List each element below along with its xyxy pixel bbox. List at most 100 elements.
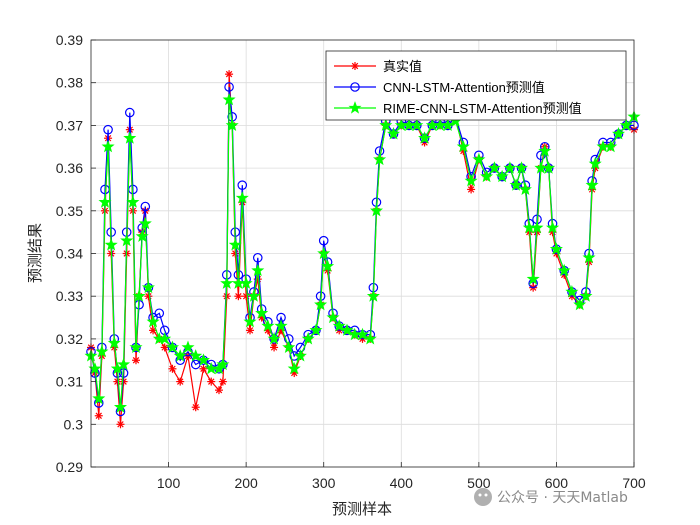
data-point: [503, 161, 517, 174]
data-point: [472, 152, 486, 166]
data-point: [464, 174, 478, 187]
data-point: [124, 107, 135, 118]
wechat-icon-eye-left: [478, 493, 482, 497]
legend-marker: [351, 62, 359, 70]
data-point: [158, 332, 172, 345]
data-point: [366, 289, 380, 302]
data-point: [129, 340, 143, 353]
data-point: [234, 292, 243, 301]
series-3: [84, 92, 641, 413]
data-point: [168, 364, 177, 373]
data-point: [149, 326, 158, 335]
data-point: [176, 377, 185, 386]
x-tick-label: 200: [234, 475, 258, 491]
data-point: [173, 349, 187, 362]
y-tick-label: 0.31: [56, 374, 83, 390]
data-point: [545, 221, 560, 234]
y-tick-label: 0.3: [64, 416, 84, 432]
legend-label: CNN-LSTM-Attention预测值: [383, 80, 545, 95]
x-tick-label: 300: [312, 475, 336, 491]
data-point: [103, 124, 113, 135]
y-tick-label: 0.36: [56, 160, 83, 176]
data-point: [565, 285, 579, 298]
y-tick-label: 0.37: [56, 117, 83, 133]
data-point: [235, 191, 249, 204]
data-point: [189, 349, 203, 362]
y-tick-label: 0.32: [56, 331, 83, 347]
y-tick-label: 0.35: [56, 203, 83, 219]
data-point: [251, 263, 265, 277]
data-point: [141, 280, 155, 294]
data-point: [270, 343, 279, 352]
data-point: [317, 246, 331, 260]
data-point: [207, 377, 216, 386]
data-point: [379, 118, 393, 132]
y-axis-title: 预测结果: [26, 223, 44, 283]
legend-label: RIME-CNN-LSTM-Attention预测值: [383, 101, 582, 116]
data-point: [314, 297, 328, 311]
x-tick-label: 700: [622, 475, 646, 491]
data-point: [239, 276, 253, 289]
legend-label: 真实值: [383, 59, 422, 74]
data-point: [332, 319, 346, 332]
data-point: [95, 344, 109, 358]
data-point: [538, 144, 552, 157]
data-point: [154, 308, 165, 319]
data-point: [218, 377, 227, 386]
data-point: [526, 272, 540, 285]
legend-item: CNN-LSTM-Attention预测值: [334, 80, 545, 95]
y-tick-label: 0.33: [56, 288, 83, 304]
data-point: [135, 229, 149, 243]
x-axis-title: 预测样本: [332, 500, 392, 518]
data-point: [530, 221, 544, 234]
data-point: [131, 356, 140, 365]
x-tick-label: 100: [157, 475, 181, 491]
legend-item: RIME-CNN-LSTM-Attention预测值: [334, 101, 582, 116]
data-point: [144, 292, 153, 301]
data-point: [123, 131, 137, 144]
data-point: [220, 276, 234, 289]
legend-items: 真实值 CNN-LSTM-Attention预测值 RIME-CNN-LSTM-At…: [334, 59, 582, 116]
tick-layer: 100 200 300 400 500 600 700 0.29 0.3 0.31 0.32 0.33…: [56, 32, 646, 491]
data-point: [225, 118, 239, 132]
data-point: [107, 336, 121, 349]
data-point: [165, 340, 180, 353]
data-point: [611, 127, 626, 140]
data-point: [225, 70, 234, 79]
data-point: [363, 332, 377, 345]
data-point: [573, 297, 587, 311]
data-point: [246, 326, 255, 335]
x-tick-label: 500: [467, 475, 491, 491]
data-point: [536, 150, 546, 161]
watermark: 公众号 · 天天Matlab: [474, 488, 628, 506]
data-point: [309, 323, 323, 336]
data-point: [287, 361, 301, 375]
data-point: [228, 238, 242, 251]
data-point: [386, 127, 401, 140]
data-point: [101, 139, 115, 153]
x-tick-label: 400: [390, 475, 414, 491]
data-point: [255, 306, 269, 319]
data-point: [369, 203, 384, 217]
data-point: [514, 161, 529, 174]
wechat-icon-eye-right: [484, 493, 488, 497]
data-point: [94, 411, 103, 420]
data-point: [140, 201, 151, 212]
data-point: [418, 131, 432, 144]
data-point: [582, 250, 596, 264]
data-point: [588, 156, 602, 170]
data-point: [456, 139, 470, 153]
data-point: [104, 238, 118, 251]
series-line: [90, 86, 634, 412]
data-point: [467, 185, 476, 194]
data-point: [549, 242, 563, 255]
data-point: [495, 169, 509, 183]
data-point: [487, 161, 501, 174]
data-point: [98, 195, 112, 208]
data-point: [604, 139, 618, 153]
data-point: [340, 323, 354, 336]
data-point: [242, 292, 251, 301]
data-point: [274, 319, 288, 332]
data-point: [441, 118, 455, 132]
